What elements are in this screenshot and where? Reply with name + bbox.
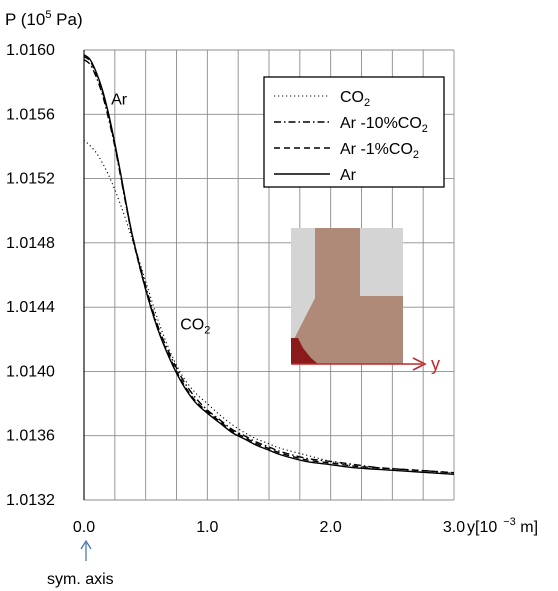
y-tick-label: 1.0132	[6, 492, 55, 509]
x-tick-label: 0.0	[73, 519, 95, 536]
inset-axis-label: y	[431, 354, 440, 374]
y-tick-label: 1.0152	[6, 171, 55, 188]
inset-arc-region	[291, 338, 318, 364]
inset-domain-figure: y	[291, 228, 440, 374]
legend-label-3: Ar	[340, 167, 357, 184]
grid-lines	[83, 49, 455, 501]
x-tick-labels: 0.0 1.0 2.0 3.0	[73, 519, 465, 536]
annotation-co2: CO2	[180, 317, 210, 337]
y-tick-label: 1.0148	[6, 235, 55, 252]
y-tick-labels: 1.0132 1.0136 1.0140 1.0144 1.0148 1.0152 1.01…	[6, 42, 55, 509]
sym-axis-label: sym. axis	[47, 571, 114, 588]
y-tick-label: 1.0156	[6, 106, 55, 123]
y-tick-label: 1.0136	[6, 428, 55, 445]
legend-items: CO2 Ar -10%CO2 Ar -1%CO2 Ar	[274, 89, 428, 184]
inset-arrow-icon	[412, 357, 427, 371]
plot-area	[83, 54, 455, 475]
series-line-3	[83, 54, 455, 475]
legend-label-1: Ar -10%CO2	[340, 115, 428, 135]
x-axis-title: y[10 −3 m]	[467, 516, 538, 536]
legend-label-0: CO2	[340, 89, 370, 109]
x-tick-label: 1.0	[196, 519, 218, 536]
y-axis-title: P (105 Pa)	[5, 9, 83, 29]
sym-axis-note: sym. axis	[47, 539, 114, 588]
curve-annotations: Ar CO2	[111, 92, 210, 337]
y-tick-label: 1.0140	[6, 363, 55, 380]
legend: CO2 Ar -10%CO2 Ar -1%CO2 Ar	[263, 76, 445, 188]
sym-axis-arrow-icon	[80, 539, 92, 550]
x-tick-label: 2.0	[320, 519, 342, 536]
inset-domain-region	[291, 228, 403, 364]
x-tick-label: 3.0	[443, 519, 465, 536]
annotation-ar: Ar	[111, 92, 128, 109]
y-tick-label: 1.0160	[6, 42, 55, 59]
y-tick-label: 1.0144	[6, 299, 55, 316]
legend-label-2: Ar -1%CO2	[340, 141, 419, 161]
legend-box	[263, 76, 445, 188]
